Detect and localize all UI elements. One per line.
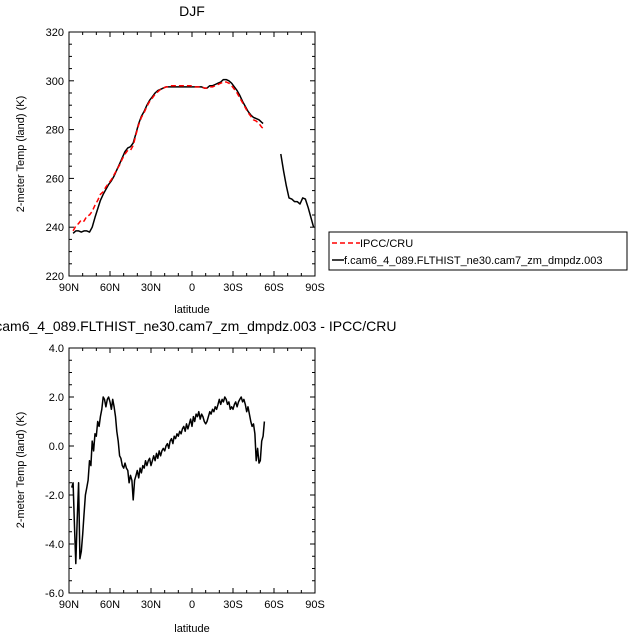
plot-frame [68,347,316,594]
y-tick-label: 320 [46,27,64,39]
x-tick-label: 30S [223,599,243,611]
series-line [280,153,315,228]
x-tick-label: 60S [264,599,284,611]
y-tick-label: 4.0 [49,343,64,355]
x-tick-label: 30N [141,599,161,611]
x-tick-label: 90N [59,599,79,611]
y-axis-label: 2-meter Temp (land) (K) [15,96,27,213]
x-tick-label: 60S [264,282,284,294]
y-tick-label: 220 [46,271,64,283]
series-line [72,81,264,232]
y-axis-label: 2-meter Temp (land) (K) [15,412,27,529]
panel-difference: f.cam6_4_089.FLTHIST_ne30.cam7_zm_dmpdz.… [0,318,397,635]
y-tick-label: -2.0 [45,490,64,502]
x-tick-label: 90S [305,599,325,611]
x-tick-label: 60N [100,599,120,611]
y-tick-label: -4.0 [45,539,64,551]
x-axis-label: latitude [174,304,209,316]
panel-temperature: DJF 2-meter Temp (land) (K) latitude 90N… [15,3,325,316]
x-tick-label: 30N [141,282,161,294]
x-axis-label: latitude [174,623,209,635]
legend-label-ipcc: IPCC/CRU [360,238,413,250]
y-tick-label: 280 [46,125,64,137]
x-tick-label: 90S [305,282,325,294]
legend-box [328,231,628,271]
x-tick-label: 0 [189,599,195,611]
plot-frame [68,31,316,277]
y-tick-label: 300 [46,76,64,88]
y-tick-label: 260 [46,173,64,185]
x-tick-label: 30S [223,282,243,294]
y-tick-label: 2.0 [49,392,64,404]
legend-label-model: f.cam6_4_089.FLTHIST_ne30.cam7_zm_dmpdz.… [344,255,602,267]
chart-title: f.cam6_4_089.FLTHIST_ne30.cam7_zm_dmpdz.… [0,318,397,334]
chart-title: DJF [179,3,205,19]
x-tick-label: 0 [189,282,195,294]
series-line [70,396,266,565]
y-tick-label: -6.0 [45,588,64,600]
legend: IPCC/CRU f.cam6_4_089.FLTHIST_ne30.cam7_… [328,231,628,271]
x-tick-label: 60N [100,282,120,294]
series-line [72,78,264,234]
y-tick-label: 240 [46,222,64,234]
x-tick-label: 90N [59,282,79,294]
y-tick-label: 0.0 [49,441,64,453]
